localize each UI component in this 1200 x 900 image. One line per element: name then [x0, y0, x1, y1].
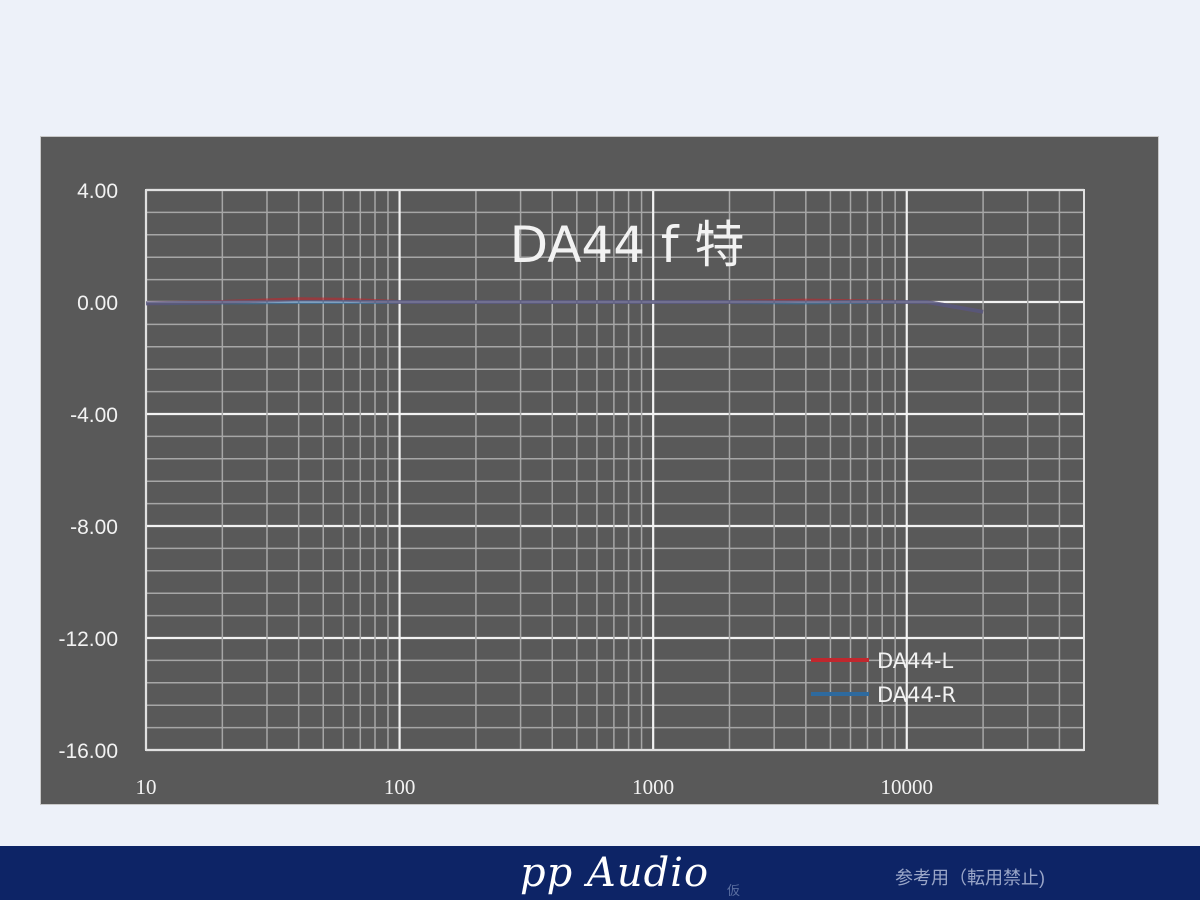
y-tick-label: 4.00 — [77, 180, 118, 203]
frequency-response-chart: 4.00 0.00 -4.00 -8.00 -12.00 -16.00 10 100 1000 1… — [58, 180, 1085, 799]
y-tick-label: -12.00 — [58, 628, 118, 651]
x-tick-label: 10000 — [881, 775, 934, 799]
x-tick-label: 1000 — [632, 775, 674, 799]
legend-label: DA44-L — [877, 649, 953, 673]
y-tick-label: -8.00 — [70, 516, 118, 539]
brand-logo: pp Audio — [520, 850, 710, 896]
series-line-da44-r — [145, 300, 984, 314]
x-tick-label: 10 — [136, 775, 157, 799]
x-tick-label: 100 — [384, 775, 416, 799]
y-tick-label: -4.00 — [70, 404, 118, 427]
legend-label: DA44-R — [877, 683, 956, 707]
y-tick-label: 0.00 — [77, 292, 118, 315]
y-tick-label: -16.00 — [58, 740, 118, 763]
footer-bar: pp Audio 仮 参考用（転用禁止) — [0, 846, 1200, 900]
chart-panel: 4.00 0.00 -4.00 -8.00 -12.00 -16.00 10 100 1000 1… — [40, 136, 1159, 805]
usage-notice: 参考用（転用禁止) — [895, 868, 1045, 888]
chart-title: DA44 f 特 — [510, 216, 745, 274]
plot-border — [145, 189, 1085, 751]
brand-mark: 仮 — [727, 883, 741, 898]
